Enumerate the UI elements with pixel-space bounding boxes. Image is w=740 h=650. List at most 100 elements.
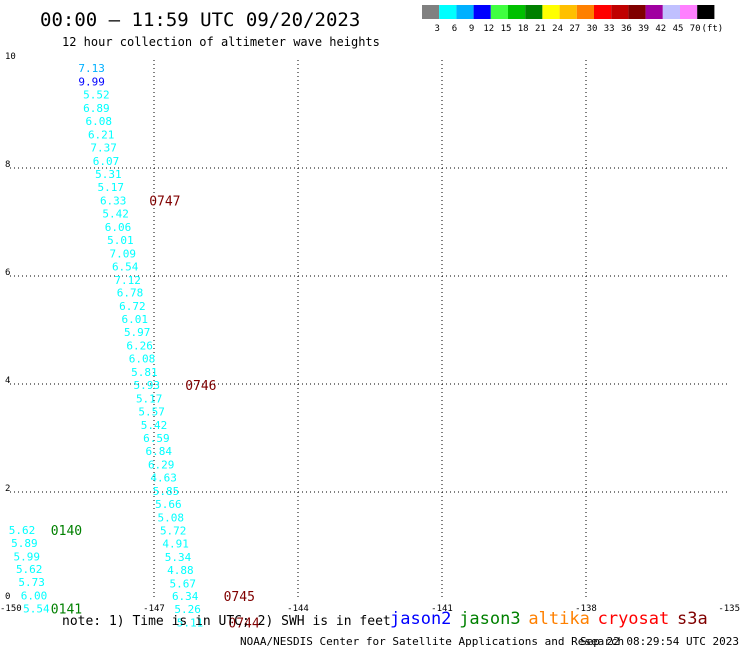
wave-height-point: 4.91 bbox=[162, 537, 189, 550]
colorbar-swatch bbox=[594, 5, 612, 19]
colorbar-tick-label: 9 bbox=[469, 24, 474, 34]
y-axis-ticks: 0 2 4 6 8 10 bbox=[5, 52, 16, 602]
wave-height-point: 6.08 bbox=[86, 115, 113, 128]
y-tick-label: 2 bbox=[5, 484, 10, 494]
wave-height-point: 5.57 bbox=[138, 406, 165, 419]
wave-height-point: 5.93 bbox=[134, 379, 161, 392]
colorbar-tick-label: 24 bbox=[552, 24, 563, 34]
wave-height-point: 6.59 bbox=[143, 432, 170, 445]
wave-height-point: 5.17 bbox=[98, 181, 125, 194]
wave-height-point: 5.52 bbox=[83, 89, 110, 102]
wave-height-point: 4.63 bbox=[150, 471, 177, 484]
wave-height-point: 5.26 bbox=[174, 603, 201, 616]
wave-height-point: 4.88 bbox=[167, 564, 194, 577]
wave-height-point: 5.72 bbox=[160, 524, 187, 537]
wave-height-point: 5.62 bbox=[9, 524, 36, 537]
colorbar-swatch bbox=[525, 5, 543, 19]
wave-height-point: 7.09 bbox=[110, 247, 137, 260]
colorbar-tick-label: 3 bbox=[434, 24, 439, 34]
legend-entry-altika: altika bbox=[528, 609, 589, 629]
wave-height-point: 6.29 bbox=[148, 458, 175, 471]
footnote: note: 1) Time is in UTC; 2) SWH is in fe… bbox=[62, 614, 391, 629]
colorbar-swatch bbox=[662, 5, 680, 19]
colorbar-swatch bbox=[628, 5, 646, 19]
wave-height-point: 5.99 bbox=[14, 550, 41, 563]
wave-height-point: 5.85 bbox=[153, 485, 180, 498]
wave-height-point: 5.81 bbox=[131, 366, 158, 379]
credit-source: NOAA/NESDIS Center for Satellite Applica… bbox=[240, 635, 624, 648]
y-tick-label: 0 bbox=[5, 592, 10, 602]
time-annotation: 0746 bbox=[185, 379, 216, 394]
x-tick-label: -141 bbox=[431, 604, 453, 614]
wave-height-point: 5.89 bbox=[11, 537, 38, 550]
colorbar-swatch bbox=[490, 5, 508, 19]
colorbar-tick-label: 27 bbox=[569, 24, 580, 34]
colorbar-swatch bbox=[542, 5, 560, 19]
wave-height-point: 6.78 bbox=[117, 287, 144, 300]
chart-subtitle: 12 hour collection of altimeter wave hei… bbox=[62, 35, 380, 49]
time-annotation: 0745 bbox=[224, 590, 255, 605]
x-tick-label: -150 bbox=[0, 604, 22, 614]
wave-height-point: 6.26 bbox=[126, 340, 153, 353]
legend-entry-cryosat: cryosat bbox=[598, 609, 670, 629]
colorbar-swatch bbox=[559, 5, 577, 19]
colorbar-swatch bbox=[473, 5, 491, 19]
x-axis-ticks: -150 -147 -144 -141 -138 -135 bbox=[0, 604, 740, 614]
plot-grid bbox=[10, 60, 730, 600]
wave-height-point: 5.42 bbox=[102, 207, 129, 220]
wave-height-point: 5.54 bbox=[23, 603, 50, 616]
wave-height-point: 7.12 bbox=[114, 274, 141, 287]
wave-height-point: 7.13 bbox=[78, 62, 105, 75]
x-tick-label: -147 bbox=[143, 604, 165, 614]
colorbar-swatch bbox=[680, 5, 698, 19]
colorbar-legend: 3 6 9 12 15 18 21 24 27 30 33 36 39 42 45 70 (ft) bbox=[422, 5, 723, 34]
colorbar-tick-label: 33 bbox=[604, 24, 615, 34]
colorbar-tick-label: 12 bbox=[483, 24, 494, 34]
wave-height-point: 6.89 bbox=[83, 102, 110, 115]
colorbar-tick-label: (ft) bbox=[702, 24, 724, 34]
wave-height-point: 6.21 bbox=[88, 129, 115, 142]
wave-height-point: 9.99 bbox=[78, 76, 105, 89]
wave-height-point: 6.01 bbox=[122, 313, 149, 326]
colorbar-swatch bbox=[697, 5, 715, 19]
wave-height-point: 5.11 bbox=[177, 617, 204, 630]
satellite-legend: jason2 jason3 altika cryosat s3a bbox=[390, 609, 708, 629]
colorbar-swatch bbox=[439, 5, 457, 19]
x-tick-label: -135 bbox=[718, 604, 740, 614]
wave-height-point: 6.06 bbox=[105, 221, 132, 234]
colorbar-tick-label: 6 bbox=[452, 24, 457, 34]
colorbar-tick-label: 42 bbox=[655, 24, 666, 34]
wave-height-labels: 7.139.995.526.896.086.217.376.075.315.17… bbox=[9, 62, 204, 630]
colorbar-tick-label: 39 bbox=[638, 24, 649, 34]
colorbar-tick-label: 18 bbox=[518, 24, 529, 34]
colorbar-tick-label: 70 bbox=[690, 24, 701, 34]
wave-height-point: 5.01 bbox=[107, 234, 134, 247]
colorbar-tick-label: 21 bbox=[535, 24, 546, 34]
y-tick-label: 8 bbox=[5, 160, 10, 170]
wave-height-point: 5.08 bbox=[158, 511, 185, 524]
legend-entry-s3a: s3a bbox=[677, 609, 708, 629]
wave-height-point: 6.34 bbox=[172, 590, 199, 603]
time-annotations: 0747 0746 0745 0744 0140 0141 bbox=[51, 194, 260, 631]
wave-height-point: 5.42 bbox=[141, 419, 168, 432]
wave-height-point: 5.62 bbox=[16, 563, 43, 576]
x-tick-label: -138 bbox=[575, 604, 597, 614]
wave-height-point: 5.66 bbox=[155, 498, 182, 511]
wave-height-point: 6.84 bbox=[146, 445, 173, 458]
wave-height-point: 5.34 bbox=[165, 551, 192, 564]
colorbar-swatch bbox=[611, 5, 629, 19]
colorbar-tick-label: 36 bbox=[621, 24, 632, 34]
chart-title: 00:00 – 11:59 UTC 09/20/2023 bbox=[40, 9, 360, 31]
y-tick-label: 6 bbox=[5, 268, 10, 278]
wave-height-point: 6.07 bbox=[93, 155, 120, 168]
wave-height-point: 6.33 bbox=[100, 194, 127, 207]
wave-height-point: 5.73 bbox=[18, 576, 45, 589]
wave-height-point: 6.72 bbox=[119, 300, 146, 313]
time-annotation: 0744 bbox=[228, 617, 259, 632]
colorbar-swatch bbox=[645, 5, 663, 19]
time-annotation: 0747 bbox=[149, 194, 180, 209]
wave-height-point: 5.17 bbox=[136, 393, 163, 406]
y-tick-label: 10 bbox=[5, 52, 16, 62]
y-tick-label: 4 bbox=[5, 376, 10, 386]
time-annotation: 0140 bbox=[51, 524, 82, 539]
